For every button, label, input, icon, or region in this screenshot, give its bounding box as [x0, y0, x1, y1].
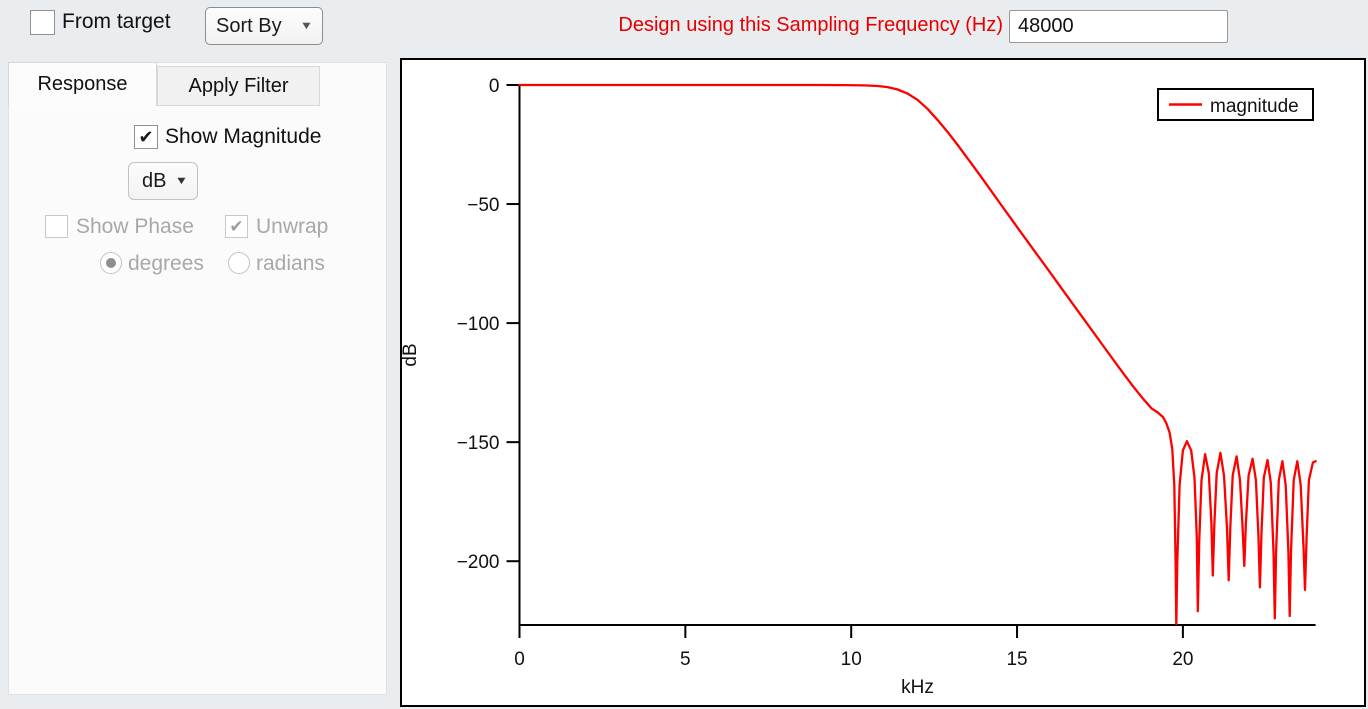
- response-panel: Response Apply Filter ✔ Show Magnitude d…: [8, 62, 387, 695]
- y-tick-label: −50: [467, 195, 499, 216]
- show-magnitude-label: Show Magnitude: [165, 125, 322, 148]
- y-tick-label: 0: [489, 76, 500, 97]
- x-tick-label: 20: [1172, 649, 1193, 670]
- x-axis-title: kHz: [901, 677, 934, 698]
- y-axis-title: dB: [402, 343, 421, 366]
- chevron-down-icon: ▼: [299, 20, 314, 32]
- show-magnitude-checkbox[interactable]: ✔: [134, 125, 158, 149]
- show-phase-checkbox[interactable]: [45, 215, 68, 238]
- y-tick-label: −150: [457, 433, 500, 454]
- x-tick-label: 5: [680, 649, 691, 670]
- magnitude-response-chart: 0 −50 −100 −150 −200 0 5 10 15 20 kHz dB magnitude: [400, 76, 1317, 698]
- degrees-label: degrees: [128, 252, 204, 275]
- db-unit-value: dB: [142, 169, 167, 192]
- sampling-frequency-label: Design using this Sampling Frequency (Hz…: [618, 14, 1003, 36]
- sort-by-label: Sort By: [216, 14, 282, 37]
- checkmark-icon: ✔: [229, 217, 244, 236]
- tab-response[interactable]: Response: [8, 62, 157, 106]
- top-bar: From target Sort By ▼ Design using this …: [0, 0, 1368, 56]
- magnitude-curve: [518, 83, 1317, 626]
- x-tick-label: 15: [1006, 649, 1027, 670]
- y-tick-label: −100: [457, 314, 500, 335]
- db-unit-dropdown[interactable]: dB ▼: [128, 162, 198, 200]
- show-phase-label: Show Phase: [76, 215, 194, 238]
- sampling-frequency-input[interactable]: [1009, 10, 1228, 43]
- x-tick-label: 10: [841, 649, 862, 670]
- tab-apply-filter-label: Apply Filter: [188, 74, 289, 97]
- tab-response-label: Response: [37, 73, 128, 95]
- from-target-checkbox[interactable]: [30, 10, 55, 35]
- from-target-label: From target: [62, 10, 171, 33]
- unwrap-label: Unwrap: [256, 215, 329, 238]
- radians-label: radians: [256, 252, 325, 275]
- chart-panel: 0 −50 −100 −150 −200 0 5 10 15 20 kHz dB magnitude: [400, 58, 1366, 707]
- radians-radio[interactable]: [228, 252, 250, 274]
- checkmark-icon: ✔: [138, 127, 154, 147]
- radio-dot: [106, 258, 116, 268]
- y-tick-label: −200: [457, 552, 500, 573]
- tab-apply-filter[interactable]: Apply Filter: [157, 66, 320, 106]
- chevron-down-icon: ▼: [174, 175, 189, 187]
- x-tick-label: 0: [514, 649, 525, 670]
- legend-label: magnitude: [1210, 96, 1299, 117]
- unwrap-checkbox[interactable]: ✔: [225, 215, 248, 238]
- sort-by-dropdown[interactable]: Sort By ▼: [205, 7, 323, 45]
- degrees-radio[interactable]: [100, 252, 122, 274]
